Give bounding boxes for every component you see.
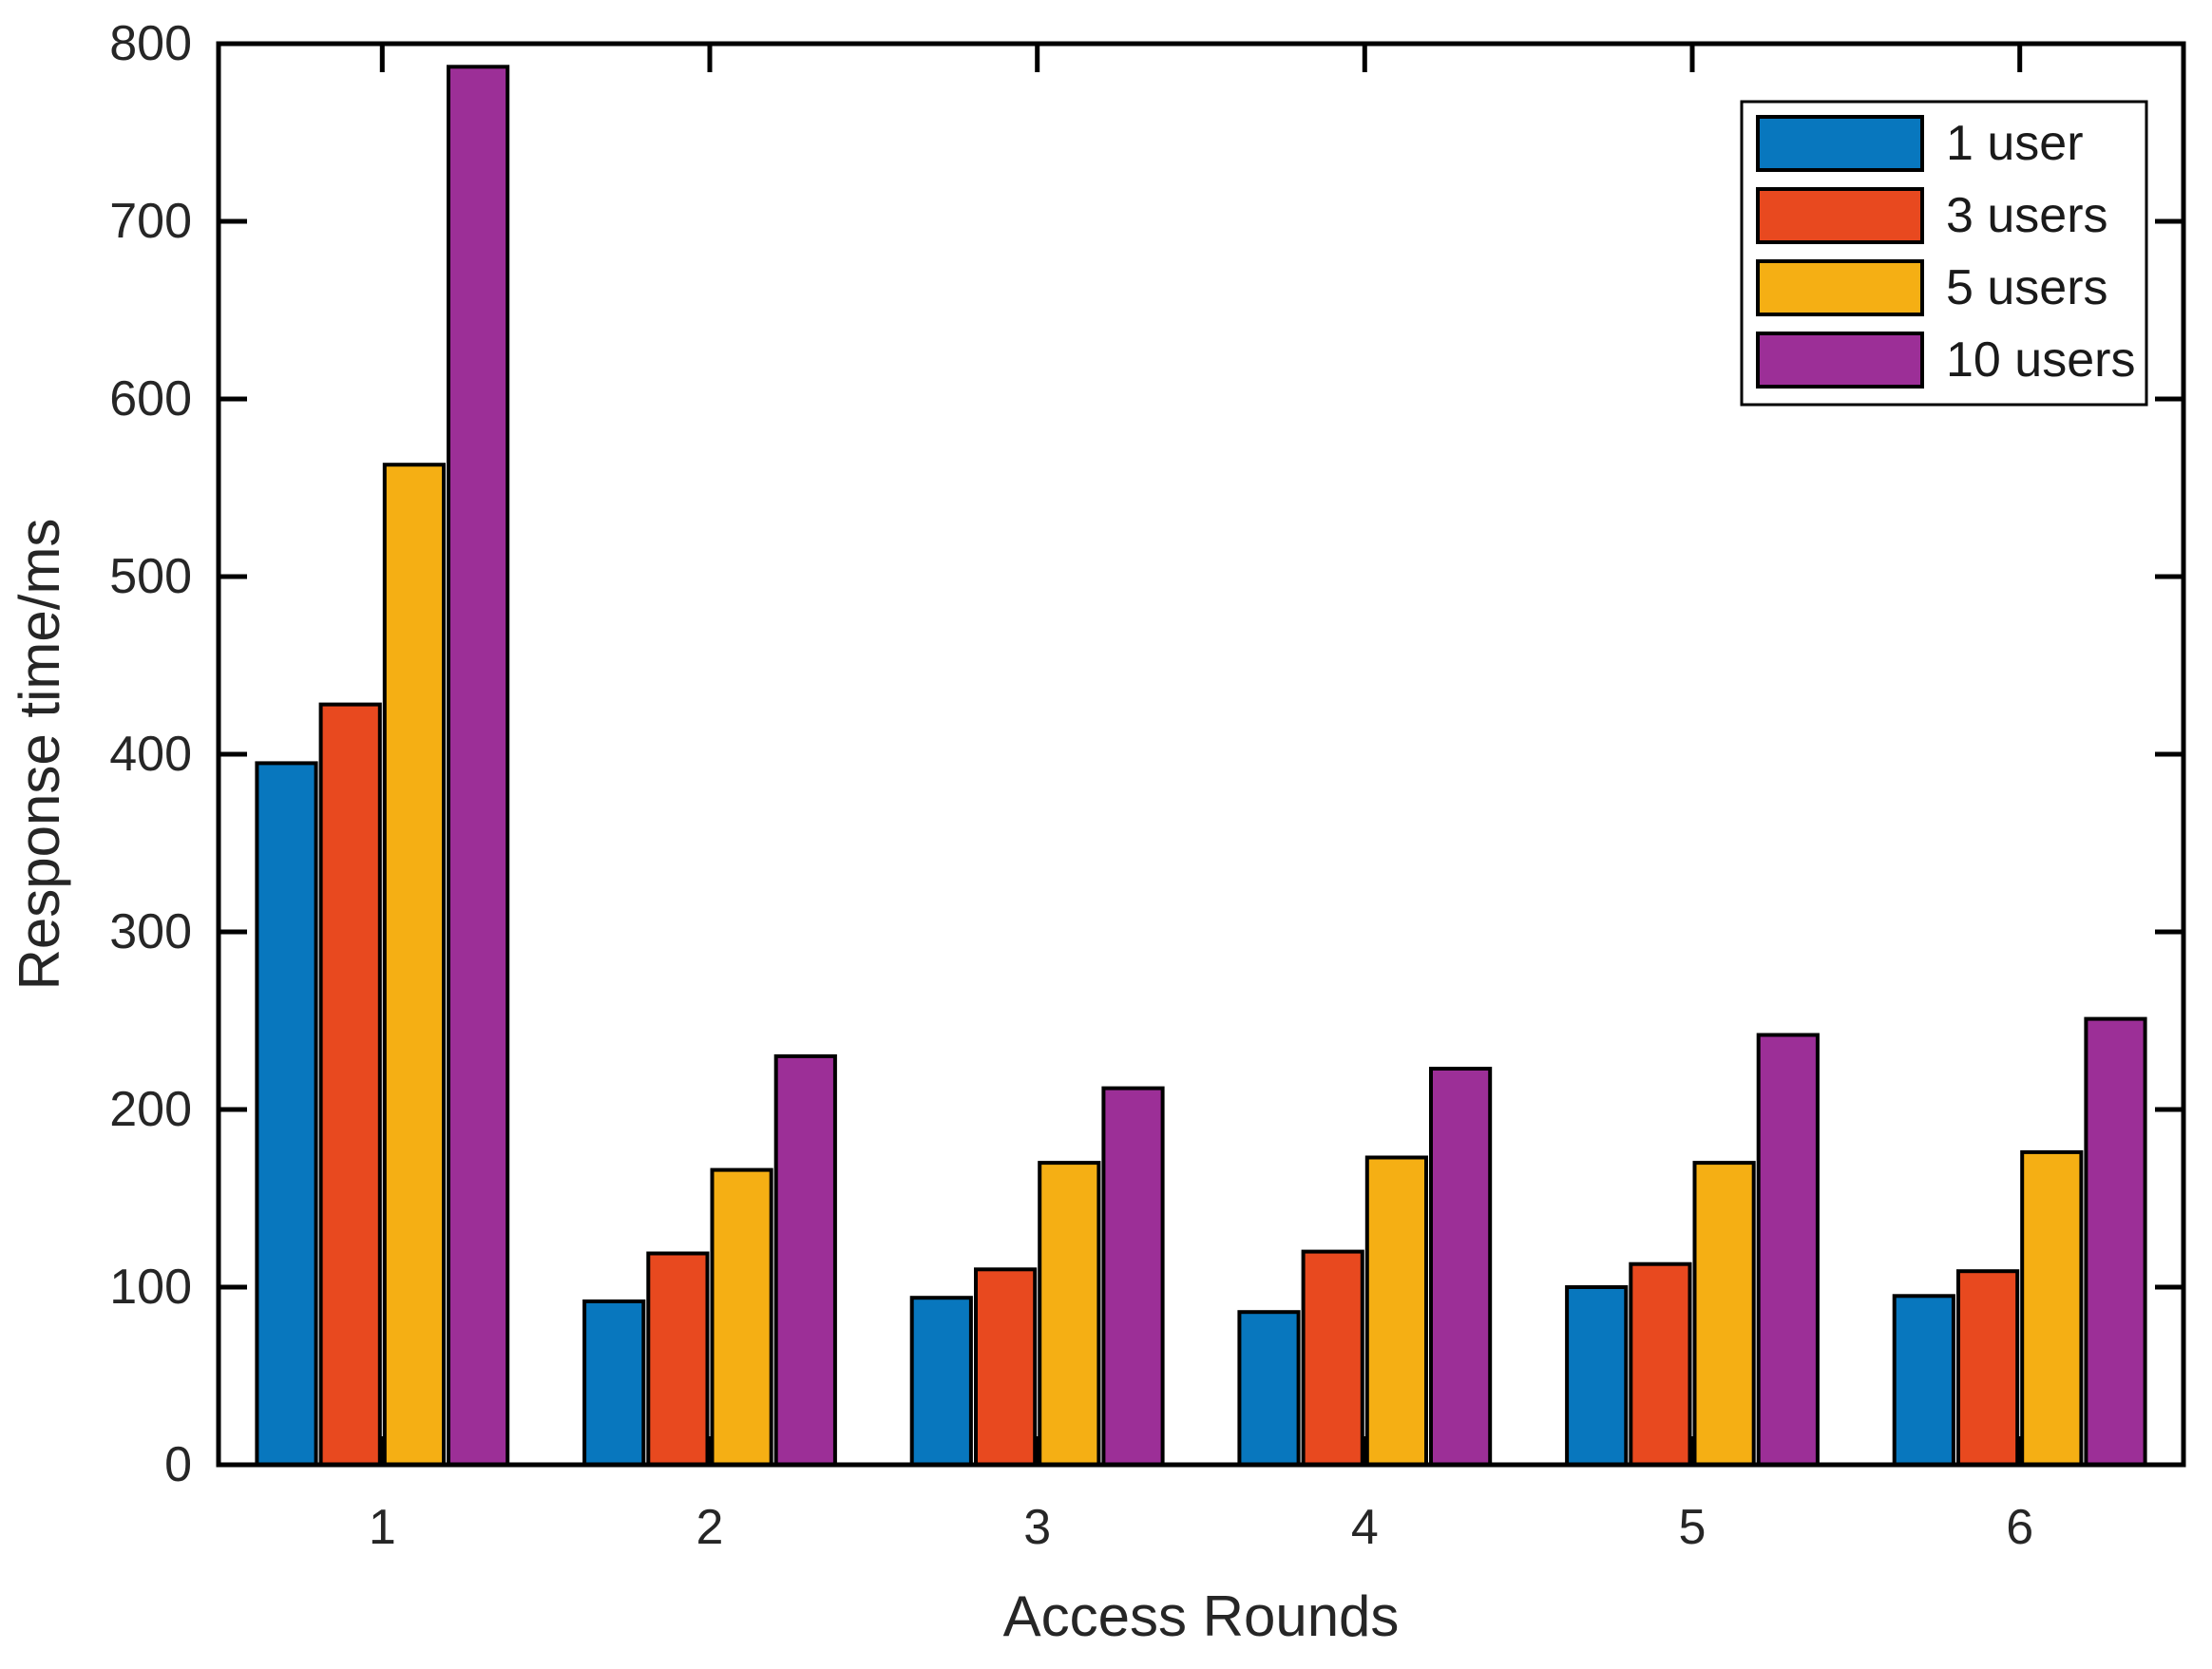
y-tick-label: 500 [109, 549, 192, 604]
bar-round3-5-users [1038, 1161, 1101, 1467]
y-tick-label: 300 [109, 904, 192, 959]
x-tick-label: 4 [1351, 1500, 1379, 1555]
bar-round3-3-users [974, 1267, 1038, 1468]
bar-round5-10-users [1756, 1033, 1820, 1467]
legend-item: 10 users [1756, 332, 2135, 389]
bar-round4-3-users [1301, 1249, 1364, 1467]
bar-round6-5-users [2020, 1149, 2084, 1468]
bar-round2-5-users [710, 1167, 773, 1467]
legend-item: 3 users [1756, 187, 2108, 244]
legend-item: 5 users [1756, 259, 2108, 316]
x-tick-label: 3 [1023, 1500, 1051, 1555]
bar-round5-5-users [1692, 1161, 1756, 1467]
legend-swatch [1756, 332, 1924, 389]
bar-round6-10-users [2084, 1016, 2147, 1467]
x-tick-label: 5 [1679, 1500, 1707, 1555]
bar-round4-1-user [1237, 1310, 1301, 1467]
legend-swatch [1756, 115, 1924, 172]
legend-label: 1 user [1946, 116, 2084, 171]
legend: 1 user 3 users 5 users 10 users [1740, 100, 2148, 407]
x-tick-label: 1 [369, 1500, 396, 1555]
legend-label: 5 users [1946, 260, 2108, 315]
legend-label: 10 users [1946, 332, 2135, 388]
y-tick-label: 0 [164, 1437, 192, 1492]
bar-round4-10-users [1429, 1067, 1493, 1467]
legend-item: 1 user [1756, 115, 2084, 172]
y-tick-label: 600 [109, 371, 192, 427]
bar-round1-1-user [255, 761, 318, 1467]
legend-swatch [1756, 187, 1924, 244]
x-tick-label: 6 [2006, 1500, 2033, 1555]
bar-round6-1-user [1892, 1294, 1955, 1468]
y-tick-label: 700 [109, 194, 192, 249]
bar-round2-10-users [773, 1053, 837, 1468]
y-tick-label: 400 [109, 727, 192, 782]
y-axis-title: Response time/ms [8, 519, 71, 991]
bar-round3-1-user [909, 1296, 973, 1467]
bar-round3-10-users [1101, 1086, 1165, 1467]
bar-round1-5-users [382, 463, 446, 1468]
bar-round2-3-users [646, 1251, 710, 1467]
bar-round6-3-users [1956, 1269, 2020, 1467]
x-tick-label: 2 [696, 1500, 724, 1555]
legend-swatch [1756, 259, 1924, 316]
bar-round4-5-users [1364, 1155, 1429, 1467]
y-tick-label: 200 [109, 1082, 192, 1137]
tick-label-layer: 0 100 200 300 400 500 600 700 800 1 2 3 4 5 6 [109, 16, 2033, 1555]
bar-round2-1-user [582, 1299, 646, 1467]
bar-round1-10-users [447, 65, 510, 1467]
x-axis-title: Access Rounds [1003, 1584, 1400, 1648]
axes-layer [216, 41, 2186, 1468]
bar-round1-3-users [318, 702, 382, 1467]
bar-round5-3-users [1629, 1261, 1692, 1467]
legend-label: 3 users [1946, 188, 2108, 243]
bars-layer [255, 65, 2147, 1468]
y-tick-label: 100 [109, 1260, 192, 1315]
bar-round5-1-user [1565, 1285, 1629, 1467]
y-tick-label: 800 [109, 16, 192, 71]
